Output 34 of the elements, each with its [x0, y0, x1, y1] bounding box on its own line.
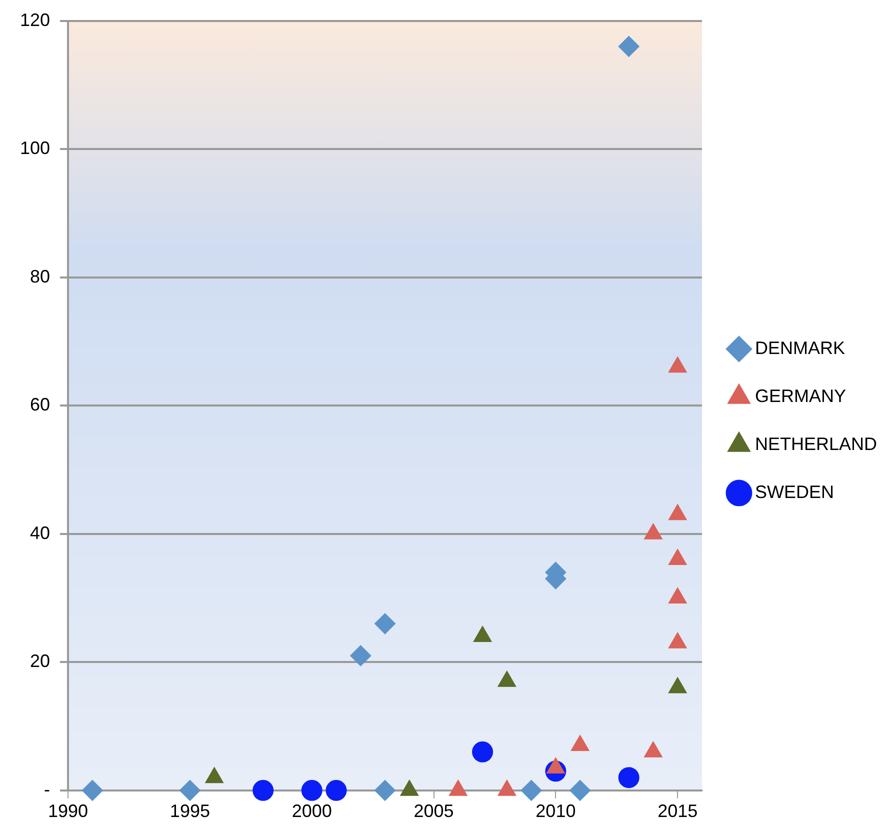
legend-label: DENMARK: [754, 338, 845, 358]
point: [618, 767, 640, 788]
point: [82, 780, 103, 801]
y-tick-label: 60: [30, 394, 50, 415]
legend-label: NETHERLAND: [754, 434, 878, 454]
y-tick-label: 20: [30, 651, 50, 672]
point: [472, 741, 494, 762]
y-tick-label: -: [44, 779, 50, 800]
legend-label: SWEDEN: [754, 482, 834, 502]
x-tick-label: 2005: [414, 801, 454, 822]
x-tick-label: 1995: [170, 801, 210, 822]
y-tick-label: 100: [20, 138, 50, 158]
point: [374, 613, 396, 634]
point: [326, 780, 347, 801]
point: [374, 780, 396, 801]
point: [179, 780, 200, 801]
point: [668, 504, 687, 520]
legend-label: GERMANY: [754, 386, 846, 406]
x-tick-label: 1990: [48, 801, 88, 822]
x-tick-label: 2015: [658, 801, 698, 822]
x-tick-label: 2010: [536, 801, 576, 822]
x-tick-label: 2000: [292, 801, 332, 822]
point: [570, 780, 591, 801]
point: [668, 356, 687, 373]
y-tick-label: 80: [30, 266, 50, 286]
point: [350, 645, 372, 666]
y-tick-label: 120: [20, 10, 50, 30]
y-tick-label: 40: [30, 522, 50, 543]
point: [252, 780, 274, 801]
point: [301, 780, 322, 801]
point: [644, 523, 662, 540]
point: [668, 549, 687, 566]
point: [668, 588, 687, 604]
point: [520, 780, 542, 801]
